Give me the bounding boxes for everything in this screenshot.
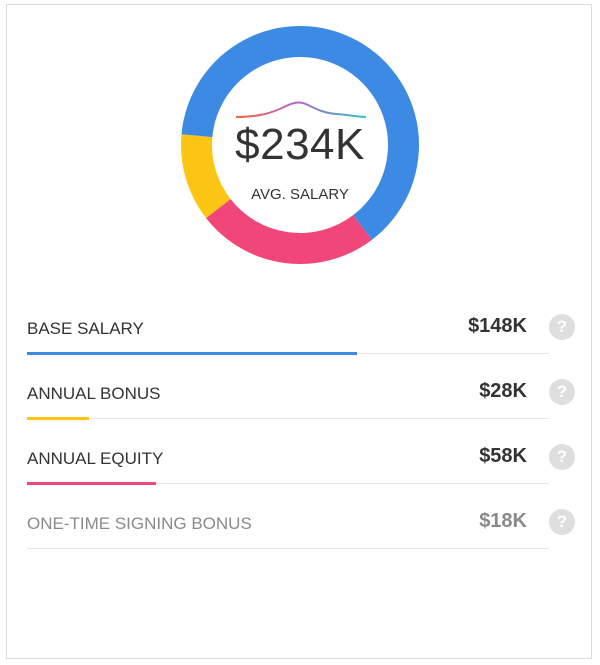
- salary-donut-chart: [181, 26, 419, 264]
- breakdown-value-annual-equity: $58K: [479, 445, 527, 467]
- help-icon-base-salary[interactable]: ?: [549, 314, 575, 340]
- row-divider: [27, 483, 549, 484]
- breakdown-row-one-time-signing-bonus: ONE-TIME SIGNING BONUS $18K?: [27, 500, 575, 565]
- breakdown-row-base-salary: BASE SALARY $148K?: [27, 305, 575, 370]
- breakdown-bar-annual-equity: [27, 482, 156, 485]
- donut-slice-annual-bonus[interactable]: [181, 134, 231, 219]
- breakdown-label-annual-bonus: ANNUAL BONUS: [27, 384, 161, 403]
- breakdown-row-annual-equity: ANNUAL EQUITY $58K?: [27, 435, 575, 500]
- help-icon-one-time-signing-bonus[interactable]: ?: [549, 509, 575, 535]
- help-icon-annual-equity[interactable]: ?: [549, 444, 575, 470]
- breakdown-label-base-salary: BASE SALARY: [27, 319, 144, 338]
- average-salary-value: $234K: [235, 120, 365, 169]
- breakdown-bar-base-salary: [27, 352, 357, 355]
- row-divider: [27, 548, 549, 549]
- breakdown-label-one-time-signing-bonus: ONE-TIME SIGNING BONUS: [27, 514, 252, 533]
- breakdown-value-base-salary: $148K: [468, 315, 527, 337]
- average-salary-label: AVG. SALARY: [251, 186, 349, 203]
- breakdown-bar-annual-bonus: [27, 417, 89, 420]
- salary-card: [6, 4, 592, 659]
- breakdown-value-one-time-signing-bonus: $18K: [479, 510, 527, 532]
- help-icon-annual-bonus[interactable]: ?: [549, 379, 575, 405]
- row-divider: [27, 418, 549, 419]
- breakdown-label-annual-equity: ANNUAL EQUITY: [27, 449, 164, 468]
- donut-slice-annual-equity[interactable]: [206, 199, 372, 264]
- donut-slice-base-salary[interactable]: [181, 26, 419, 240]
- salary-distribution-sparkline: [235, 101, 367, 118]
- breakdown-row-annual-bonus: ANNUAL BONUS $28K?: [27, 370, 575, 435]
- breakdown-value-annual-bonus: $28K: [479, 380, 527, 402]
